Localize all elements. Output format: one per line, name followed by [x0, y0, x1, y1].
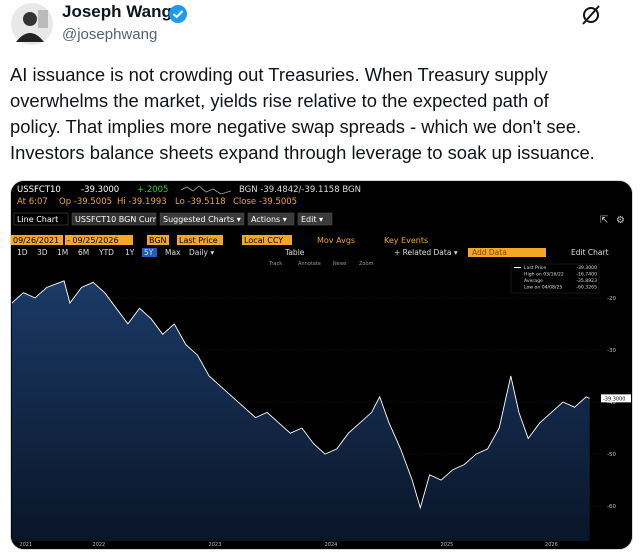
- field-label[interactable]: Key Events: [384, 236, 428, 245]
- avatar[interactable]: [10, 2, 54, 46]
- tab-label[interactable]: Line Chart: [17, 215, 58, 224]
- grok-icon[interactable]: [580, 4, 602, 26]
- session-low: Lo -39.5118: [175, 197, 226, 207]
- period-button[interactable]: 1M: [57, 248, 68, 257]
- tab-label[interactable]: Actions ▾: [251, 215, 287, 224]
- field-box[interactable]: [242, 235, 292, 245]
- legend-box: [510, 263, 600, 294]
- last-price: -39.3000: [81, 185, 119, 195]
- tab-label[interactable]: Edit ▾: [301, 215, 323, 224]
- field-box[interactable]: [177, 235, 223, 245]
- x-tick-label: 2022: [93, 542, 106, 548]
- field-label[interactable]: Mov Avgs: [317, 236, 355, 245]
- period-button[interactable]: 1D: [17, 248, 28, 257]
- legend-value: -35.8923: [576, 278, 597, 284]
- legend-value: -39.3000: [576, 265, 597, 271]
- bid-ask: BGN -39.4842/-39.1158 BGN: [239, 185, 361, 195]
- period-button[interactable]: 6M: [78, 248, 89, 257]
- field-box[interactable]: [147, 235, 169, 245]
- tool-button[interactable]: Table: [284, 248, 305, 257]
- post-text: AI issuance is not crowding out Treasuri…: [10, 64, 548, 85]
- last-price-tag-label: -39.3000: [603, 396, 625, 402]
- legend-label: Low on 04/08/25: [524, 285, 562, 291]
- y-tick-label: -20: [607, 296, 616, 302]
- field-label[interactable]: 09/26/2021: [13, 236, 59, 245]
- tab-button[interactable]: [71, 212, 157, 226]
- period-selected[interactable]: [142, 248, 157, 257]
- tab-button[interactable]: [297, 212, 333, 226]
- legend-label: Average: [524, 278, 543, 284]
- post-text: policy. That implies more negative swap …: [10, 116, 582, 137]
- field-label[interactable]: BGN: [149, 236, 167, 245]
- period-button[interactable]: Daily ▾: [189, 248, 214, 257]
- legend-label: Last Price: [524, 265, 546, 271]
- settings-icon[interactable]: ⚙: [616, 215, 625, 226]
- legend-label: High on 03/16/22: [524, 272, 564, 278]
- x-tick-label: 2024: [325, 542, 338, 548]
- legend-value: -16.7400: [576, 272, 597, 278]
- ticker: USSFCT10: [17, 185, 61, 195]
- chart-tool[interactable]: Annotate: [298, 261, 321, 267]
- post-text: overwhelms the market, yields rise relat…: [10, 90, 549, 111]
- add-data-box[interactable]: [468, 248, 546, 257]
- chart-tool[interactable]: Zoom: [359, 261, 374, 267]
- last-price-tag: [601, 394, 631, 403]
- x-tick-label: 2025: [441, 542, 454, 548]
- session-time: At 6:07: [17, 197, 48, 207]
- tool-button[interactable]: + Related Data ▾: [394, 248, 458, 257]
- chart-tool[interactable]: News: [333, 261, 347, 267]
- period-button[interactable]: 1Y: [125, 248, 135, 257]
- tab-button[interactable]: [247, 212, 295, 226]
- tool-button[interactable]: Add Data: [472, 248, 507, 257]
- period-button[interactable]: YTD: [98, 248, 114, 257]
- y-tick-label: -50: [607, 452, 616, 458]
- tab-label[interactable]: Suggested Charts ▾: [163, 215, 241, 224]
- session-open: Op -39.5005: [59, 197, 112, 207]
- export-icon[interactable]: ⇱: [600, 215, 608, 226]
- y-tick-label: -30: [607, 348, 616, 354]
- period-button[interactable]: 5Y: [144, 248, 154, 257]
- attached-image[interactable]: USSFCT10 -39.3000 +.2005 BGN -39.4842/-3…: [10, 180, 633, 550]
- period-button[interactable]: 3D: [37, 248, 48, 257]
- x-tick-label: 2021: [19, 542, 32, 548]
- x-tick-label: 2026: [545, 542, 558, 548]
- x-tick-label: 2023: [209, 542, 222, 548]
- field-box[interactable]: [65, 235, 133, 245]
- y-tick-label: -40: [607, 400, 616, 406]
- change: +.2005: [137, 185, 168, 195]
- session-high: Hi -39.1993: [117, 197, 167, 207]
- period-button[interactable]: Max: [165, 248, 181, 257]
- tab-button[interactable]: [159, 212, 245, 226]
- sparkline: [180, 185, 232, 195]
- field-label[interactable]: Local CCY: [244, 236, 283, 245]
- author-handle[interactable]: @josephwang: [62, 26, 158, 43]
- post-text: Investors balance sheets expand through …: [10, 142, 595, 163]
- verified-badge: [169, 5, 187, 23]
- price-line: [11, 280, 590, 510]
- field-label[interactable]: - 09/25/2026: [67, 236, 119, 245]
- area-fill: [11, 280, 590, 541]
- session-close: Close -39.5005: [233, 197, 297, 207]
- tool-button[interactable]: Edit Chart: [571, 248, 609, 257]
- author-name[interactable]: Joseph Wang: [62, 2, 172, 21]
- tab-button[interactable]: [13, 212, 69, 226]
- legend-value: -60.3265: [576, 285, 597, 291]
- terminal-chart: USSFCT10 -39.3000 +.2005 BGN -39.4842/-3…: [11, 181, 632, 549]
- chart-tool[interactable]: Track: [268, 261, 282, 267]
- y-tick-label: -60: [607, 504, 616, 510]
- field-box[interactable]: [11, 235, 63, 245]
- field-label[interactable]: Last Price: [179, 236, 218, 245]
- tab-label[interactable]: USSFCT10 BGN Curr: [75, 215, 157, 224]
